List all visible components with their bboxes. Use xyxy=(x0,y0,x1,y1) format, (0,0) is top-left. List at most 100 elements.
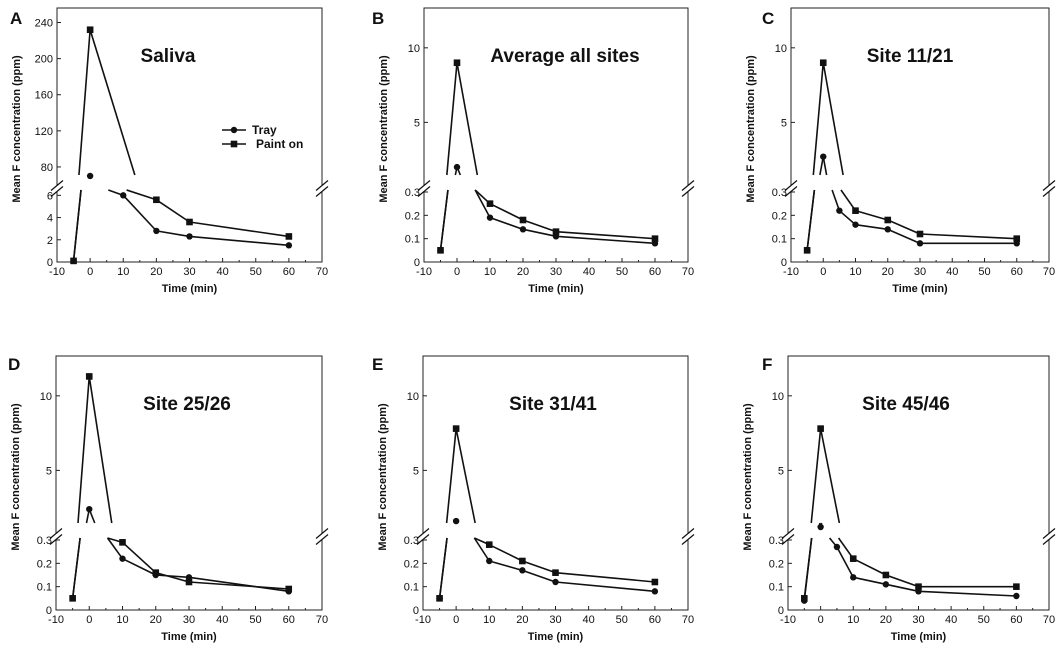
legend-marker-square xyxy=(230,140,238,148)
y-tick-label: 0 xyxy=(47,257,53,269)
axis-break-mark xyxy=(417,180,431,191)
series-segment xyxy=(488,543,523,562)
data-point-square xyxy=(1013,583,1020,590)
series-segment xyxy=(522,560,556,574)
data-point-square xyxy=(915,583,922,590)
series-segment xyxy=(71,537,81,599)
panel-title: Site 45/46 xyxy=(862,394,950,415)
series-segment xyxy=(77,376,91,524)
series-segment xyxy=(555,571,655,583)
y-tick-label: 0.1 xyxy=(769,582,784,594)
series-segment xyxy=(446,62,458,176)
series-tray xyxy=(437,163,659,254)
y-tick-label: 0.3 xyxy=(37,535,52,547)
x-tick-label: 20 xyxy=(882,266,894,278)
data-point-circle xyxy=(884,226,891,233)
series-segment xyxy=(855,209,888,221)
axis-break-mark xyxy=(1042,528,1056,539)
panel-letter: C xyxy=(762,9,774,28)
series-segment xyxy=(812,62,825,176)
lower-frame xyxy=(790,192,1050,263)
x-axis-label: Time (min) xyxy=(528,631,584,643)
upper-frame xyxy=(790,7,1050,185)
axis-break-mark xyxy=(315,534,329,545)
data-point-square xyxy=(651,578,659,586)
x-axis-label: Time (min) xyxy=(162,283,218,295)
series-segment xyxy=(473,537,490,562)
data-point-square xyxy=(452,425,460,432)
lower-frame xyxy=(787,540,1050,611)
x-tick-label: 60 xyxy=(649,614,661,626)
y-tick-label: 5 xyxy=(781,117,787,129)
y-tick-label: 0.2 xyxy=(772,210,787,222)
x-tick-label: 0 xyxy=(818,614,824,626)
x-tick-label: 70 xyxy=(316,614,328,626)
data-point-square xyxy=(453,59,461,67)
panel-a: -10 0 10 20 30 40 50 60 70801201602002400246Time… xyxy=(10,7,329,295)
x-tick-label: 50 xyxy=(978,614,990,626)
data-point-square xyxy=(69,595,76,602)
data-point-square xyxy=(85,373,93,380)
data-point-circle xyxy=(833,543,841,551)
data-point-square xyxy=(186,218,193,226)
x-tick-label: 10 xyxy=(483,614,495,626)
axis-break-mark xyxy=(784,180,798,191)
data-point-circle xyxy=(453,163,461,171)
y-tick-label: 0.1 xyxy=(772,234,787,246)
data-point-circle xyxy=(916,240,924,247)
data-point-circle xyxy=(519,226,527,233)
x-tick-label: 0 xyxy=(453,614,459,626)
y-tick-label: 5 xyxy=(414,117,420,129)
x-tick-label: -10 xyxy=(415,614,431,626)
series-segment xyxy=(885,583,919,593)
y-tick-label: 0 xyxy=(413,605,419,617)
x-tick-label: 50 xyxy=(616,266,628,278)
series-segment xyxy=(885,574,919,588)
axis-break-mark xyxy=(681,534,695,545)
x-tick-label: 0 xyxy=(87,266,93,278)
series-tray xyxy=(70,172,293,265)
upper-frame xyxy=(787,355,1050,533)
axis-break-mark xyxy=(681,180,695,191)
axis-break-mark xyxy=(315,528,329,539)
series-segment xyxy=(806,189,816,251)
upper-frame xyxy=(423,7,689,185)
series-segment xyxy=(838,210,857,226)
data-point-circle xyxy=(519,567,526,574)
x-tick-label: 70 xyxy=(316,266,328,278)
data-point-circle xyxy=(285,242,293,249)
series-segment xyxy=(919,233,1017,240)
series-segment xyxy=(522,228,557,238)
series-paint-on xyxy=(437,59,659,254)
series-segment xyxy=(189,235,289,247)
data-point-circle xyxy=(552,578,559,586)
series-segment xyxy=(474,189,491,219)
x-tick-label: 30 xyxy=(183,614,195,626)
x-tick-label: 70 xyxy=(1043,266,1055,278)
x-tick-label: 60 xyxy=(283,266,295,278)
x-tick-label: 20 xyxy=(516,614,528,626)
data-point-circle xyxy=(820,153,827,160)
series-segment xyxy=(852,557,887,576)
y-tick-label: 0.2 xyxy=(37,558,52,570)
y-tick-label: 0.1 xyxy=(37,582,52,594)
panel-title: Site 11/21 xyxy=(867,46,954,67)
x-tick-label: 40 xyxy=(946,266,958,278)
y-tick-label: 0.3 xyxy=(772,187,787,199)
x-tick-label: 30 xyxy=(550,266,562,278)
series-segment xyxy=(522,219,557,233)
y-tick-label: 0.2 xyxy=(769,558,784,570)
data-point-square xyxy=(485,541,493,548)
series-segment xyxy=(155,571,190,583)
y-tick-label: 0 xyxy=(46,605,52,617)
y-tick-label: 10 xyxy=(408,43,420,55)
y-tick-label: 0.2 xyxy=(404,558,419,570)
x-tick-label: 0 xyxy=(86,614,92,626)
series-segment xyxy=(122,557,157,576)
series-segment xyxy=(489,216,524,231)
axis-break-mark xyxy=(681,186,695,197)
series-tray xyxy=(436,517,659,602)
